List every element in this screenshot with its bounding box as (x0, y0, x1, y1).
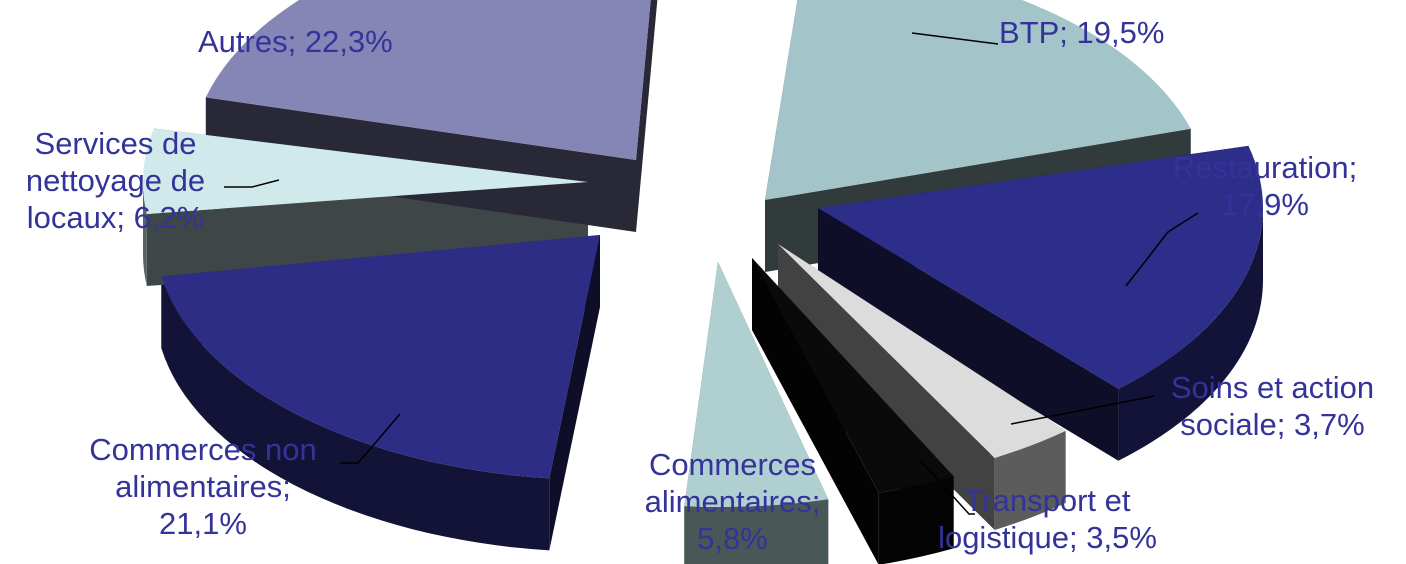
slice-label-line: 5,8% (697, 521, 768, 556)
leader-line (1125, 212, 1199, 287)
leader-line (1010, 395, 1155, 425)
slice-label-line: Soins et action (1170, 370, 1375, 405)
slice-label-line: sociale; 3,7% (1180, 407, 1365, 442)
slice-label-line: Restauration; (1172, 150, 1358, 185)
slice-label: Commerces alimentaires; 5,8% (595, 446, 870, 557)
slice-label: Restauration; 17,9% (1150, 149, 1380, 223)
slice-tops (143, 0, 1264, 507)
slice-label-line: logistique; 3,5% (938, 520, 1157, 555)
slice-label-line: alimentaires; (115, 469, 291, 504)
pie-slice (143, 128, 588, 214)
leader-line (920, 460, 975, 515)
leader-line (224, 179, 280, 188)
slice-label-line: 17,9% (1221, 187, 1309, 222)
slice-label: BTP; 19,5% (999, 14, 1164, 51)
slice-label-line: locaux; 6,2% (26, 200, 205, 235)
slice-label: Soins et action sociale; 3,7% (1150, 369, 1395, 443)
slice-label-line: nettoyage de (25, 163, 206, 198)
slice-label: Commerces non alimentaires; 21,1% (58, 431, 348, 542)
pie-slice (765, 0, 1191, 200)
slice-label-line: 21,1% (159, 506, 247, 541)
pie-slice (161, 235, 601, 479)
slice-label-line: Commerces (648, 447, 817, 482)
slice-label-line: BTP; 19,5% (999, 15, 1165, 50)
pie-slice (684, 262, 829, 507)
pie-slice (205, 0, 651, 160)
leader-line (911, 32, 999, 45)
slice-label-line: Autres; 22,3% (198, 24, 393, 59)
slice-label-line: Transport et (964, 483, 1131, 518)
leader-line (340, 413, 401, 464)
slice-label-line: Commerces non (89, 432, 317, 467)
slice-label: Autres; 22,3% (198, 23, 393, 60)
slice-label: Transport et logistique; 3,5% (905, 482, 1190, 556)
pie-slice (818, 145, 1264, 389)
slice-label-line: Services de (34, 126, 197, 161)
slice-label: Services de nettoyage de locaux; 6,2% (8, 125, 223, 236)
pie-slice (752, 258, 954, 493)
slice-label-line: alimentaires; (644, 484, 821, 519)
pie-slice (778, 244, 1066, 458)
